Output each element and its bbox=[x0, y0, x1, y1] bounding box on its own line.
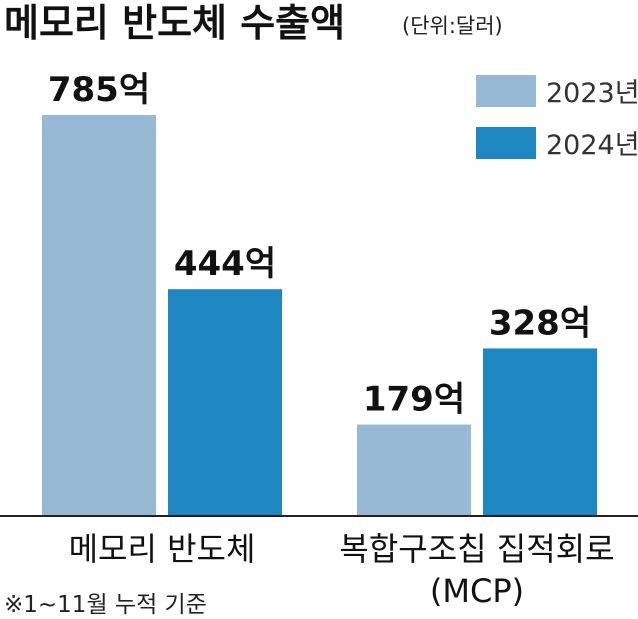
category-labels: 메모리 반도체 복합구조칩 집적회로 (MCP) bbox=[69, 530, 615, 610]
legend-swatch-2024 bbox=[476, 127, 536, 159]
data-label-1-0: 179억 bbox=[363, 380, 465, 420]
legend-swatch-2023 bbox=[476, 75, 536, 107]
category-label-1-0: 복합구조칩 집적회로 bbox=[339, 530, 614, 568]
data-label-0-1: 444억 bbox=[174, 244, 276, 284]
chart-title: 메모리 반도체 수출액 bbox=[4, 1, 345, 45]
bars-group: 785억 444억 179억 328억 bbox=[42, 70, 597, 516]
legend-label-2024: 2024년 bbox=[546, 130, 638, 161]
footnote: ※1~11월 누적 기준 bbox=[4, 592, 207, 618]
bar-0-0 bbox=[42, 115, 156, 516]
bar-1-0 bbox=[357, 424, 471, 516]
bar-0-1 bbox=[168, 289, 282, 516]
data-label-0-0: 785억 bbox=[48, 70, 150, 110]
data-label-1-1: 328억 bbox=[489, 303, 591, 343]
unit-label: (단위:달러) bbox=[402, 14, 503, 38]
bar-1-1 bbox=[483, 348, 597, 516]
legend-label-2023: 2023년 bbox=[546, 78, 638, 109]
category-label-1-1: (MCP) bbox=[430, 572, 524, 610]
category-label-0-0: 메모리 반도체 bbox=[69, 530, 256, 568]
